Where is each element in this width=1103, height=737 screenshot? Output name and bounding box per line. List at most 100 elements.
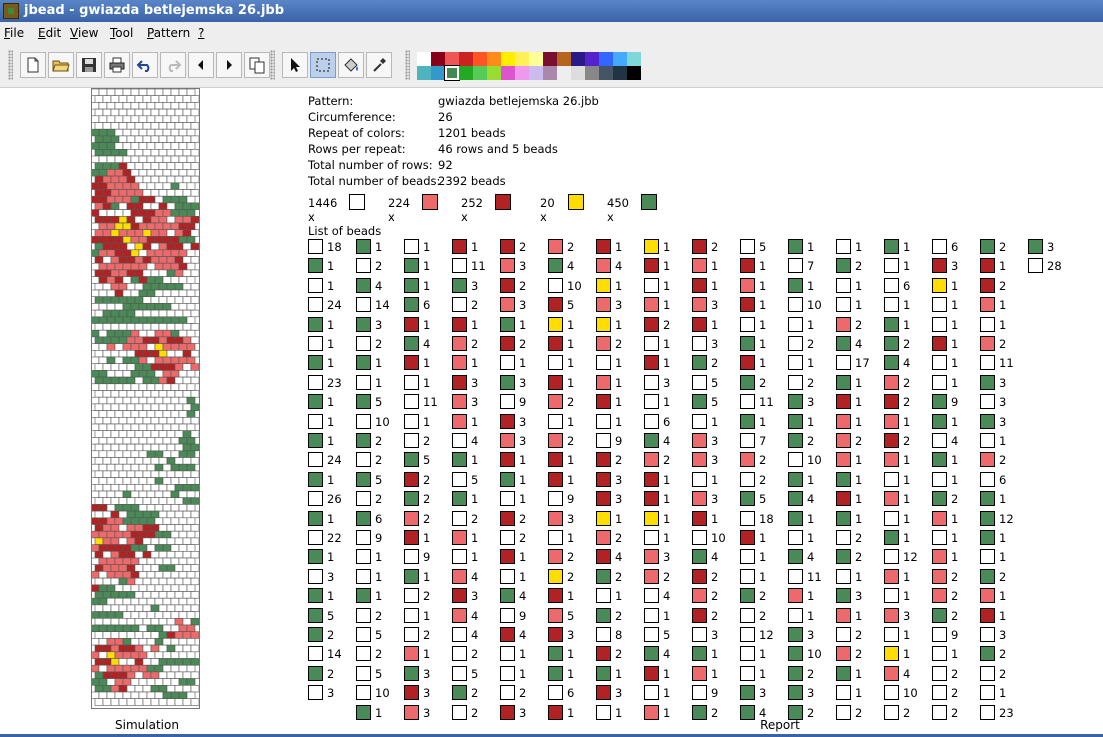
palette-swatch[interactable] xyxy=(417,52,431,66)
palette-swatch[interactable] xyxy=(627,66,641,80)
select-tool-button[interactable] xyxy=(310,52,336,78)
menu-pattern[interactable]: Pattern xyxy=(147,26,191,40)
redo-button[interactable] xyxy=(160,52,186,78)
print-button[interactable] xyxy=(104,52,130,78)
sim-bead xyxy=(146,316,156,324)
menu-tool[interactable]: Tool xyxy=(110,26,134,40)
bead-swatch xyxy=(740,685,755,701)
palette-swatch[interactable] xyxy=(557,66,571,80)
sim-bead xyxy=(130,303,140,311)
palette-swatch[interactable] xyxy=(417,66,431,80)
sim-bead xyxy=(110,658,120,666)
sim-bead xyxy=(92,651,100,659)
sim-bead xyxy=(142,175,152,184)
menu-file[interactable]: File xyxy=(4,26,25,40)
bead-count: 2 xyxy=(471,686,479,701)
sim-bead xyxy=(134,189,144,197)
shift-right-button[interactable] xyxy=(216,52,242,78)
bead-count: 3 xyxy=(567,511,575,526)
bead-swatch xyxy=(788,685,803,701)
sim-bead xyxy=(118,242,128,251)
palette-swatch[interactable] xyxy=(585,52,599,66)
bead-swatch xyxy=(548,646,563,662)
palette-swatch[interactable] xyxy=(613,66,627,80)
bead-swatch xyxy=(692,685,707,701)
palette-swatch[interactable] xyxy=(613,52,627,66)
bead-swatch xyxy=(692,316,707,332)
sim-bead xyxy=(174,122,184,130)
sim-bead xyxy=(146,356,156,364)
palette-swatch[interactable] xyxy=(627,52,641,66)
palette-swatch[interactable] xyxy=(444,65,460,81)
palette-swatch[interactable] xyxy=(543,66,557,80)
palette-swatch[interactable] xyxy=(487,52,501,66)
palette-swatch[interactable] xyxy=(459,66,473,80)
sim-bead xyxy=(154,463,164,472)
color-count: 20 x xyxy=(540,196,555,224)
sim-bead xyxy=(142,403,152,411)
palette-swatch[interactable] xyxy=(599,66,613,80)
palette-swatch[interactable] xyxy=(515,66,529,80)
bead-count: 2 xyxy=(327,628,335,642)
sim-bead xyxy=(114,356,124,364)
bead-swatch xyxy=(356,665,371,681)
palette-swatch[interactable] xyxy=(487,66,501,80)
sim-bead xyxy=(98,128,108,137)
undo-icon xyxy=(136,60,150,72)
palette-swatch[interactable] xyxy=(599,52,613,66)
copy-button[interactable] xyxy=(244,52,270,78)
undo-button[interactable] xyxy=(132,52,158,78)
menu-help[interactable]: ? xyxy=(198,26,205,40)
fill-tool-button[interactable] xyxy=(338,52,364,78)
bead-count: 4 xyxy=(471,434,479,448)
pointer-tool-button[interactable] xyxy=(282,52,308,78)
shift-left-button[interactable] xyxy=(188,52,214,78)
toolbar-grip[interactable] xyxy=(405,50,410,80)
open-file-button[interactable] xyxy=(48,52,74,78)
sim-bead xyxy=(126,617,136,626)
toolbar-grip[interactable] xyxy=(270,50,275,80)
sim-bead xyxy=(166,564,176,572)
sim-bead xyxy=(178,289,188,297)
sim-bead xyxy=(122,544,132,552)
bead-swatch xyxy=(740,413,755,429)
pipette-tool-button[interactable] xyxy=(366,52,392,78)
palette-swatch[interactable] xyxy=(473,66,487,80)
palette-swatch[interactable] xyxy=(585,66,599,80)
palette-swatch[interactable] xyxy=(501,66,515,80)
palette-swatch[interactable] xyxy=(571,66,585,80)
palette-swatch[interactable] xyxy=(473,52,487,66)
simulation-tab[interactable]: Simulation xyxy=(115,718,179,732)
toolbar-grip[interactable] xyxy=(8,50,13,80)
sim-bead xyxy=(182,470,192,478)
palette-swatch[interactable] xyxy=(459,52,473,66)
palette-swatch[interactable] xyxy=(431,52,445,66)
palette-swatch[interactable] xyxy=(529,66,543,80)
bead-swatch xyxy=(788,588,803,604)
palette-swatch[interactable] xyxy=(445,52,459,66)
bead-swatch xyxy=(932,607,947,623)
palette-swatch[interactable] xyxy=(501,52,515,66)
bead-swatch xyxy=(836,568,851,584)
menu-view[interactable]: View xyxy=(70,26,99,40)
bead-count: 2 xyxy=(327,666,335,681)
bead-count: 1 xyxy=(615,705,623,720)
palette-swatch[interactable] xyxy=(431,66,445,80)
bead-count: 3 xyxy=(999,628,1007,642)
palette-swatch[interactable] xyxy=(543,52,557,66)
palette-swatch[interactable] xyxy=(571,52,585,66)
sim-bead xyxy=(130,249,140,257)
new-file-button[interactable] xyxy=(20,52,46,78)
bead-swatch xyxy=(452,685,467,701)
bead-count: 1 xyxy=(663,492,671,507)
save-button[interactable] xyxy=(76,52,102,78)
simulation-panel[interactable] xyxy=(91,88,200,709)
report-tab[interactable]: Report xyxy=(760,718,800,732)
bead-swatch xyxy=(836,607,851,623)
palette-swatch[interactable] xyxy=(529,52,543,66)
sim-bead xyxy=(98,517,108,525)
sim-bead xyxy=(190,323,199,331)
palette-swatch[interactable] xyxy=(515,52,529,66)
palette-swatch[interactable] xyxy=(557,52,571,66)
menu-edit[interactable]: Edit xyxy=(38,26,62,40)
